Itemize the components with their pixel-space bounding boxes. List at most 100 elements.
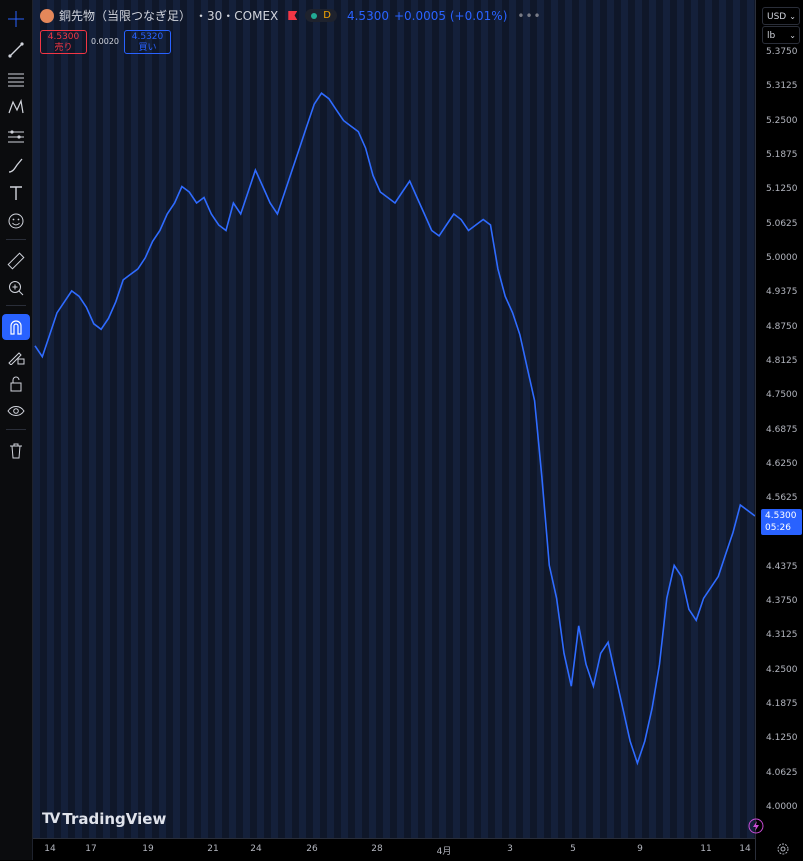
- zoom-in-icon[interactable]: [0, 275, 32, 301]
- session-band: [607, 0, 614, 838]
- price-tick-label: 4.6250: [766, 458, 798, 469]
- lock-icon[interactable]: [0, 371, 32, 397]
- session-band: [355, 0, 362, 838]
- time-tick-label: 26: [306, 844, 318, 854]
- interval-exchange: ・30・COMEX: [195, 9, 279, 23]
- settings-gear-icon[interactable]: [776, 842, 790, 856]
- time-axis[interactable]: [33, 838, 755, 861]
- lock-drawing-icon[interactable]: [0, 343, 32, 369]
- forecast-icon[interactable]: [0, 123, 32, 149]
- market-status-badge[interactable]: D: [305, 9, 337, 22]
- more-icon[interactable]: •••: [517, 8, 542, 23]
- eye-icon[interactable]: [0, 398, 32, 424]
- unit-value: lb: [767, 31, 776, 41]
- session-band: [635, 0, 642, 838]
- tradingview-wordmark: TradingView: [62, 810, 167, 828]
- time-tick-label: 24: [250, 844, 262, 854]
- session-band: [103, 0, 110, 838]
- emoji-icon[interactable]: [0, 208, 32, 234]
- crosshair-icon[interactable]: [0, 6, 32, 32]
- unit-select[interactable]: lb ⌄: [762, 26, 800, 44]
- price-tick-label: 5.3750: [766, 47, 798, 57]
- buy-price: 4.5320: [131, 32, 164, 42]
- price-tick-label: 4.6875: [766, 424, 798, 435]
- session-band: [61, 0, 68, 838]
- session-band: [341, 0, 348, 838]
- session-band: [33, 0, 40, 838]
- price-tick-label: 4.1250: [766, 733, 798, 744]
- session-band: [495, 0, 502, 838]
- session-band: [187, 0, 194, 838]
- status-dot-icon: [311, 12, 318, 19]
- time-tick-label: 17: [85, 844, 97, 854]
- session-band: [453, 0, 460, 838]
- text-icon[interactable]: [0, 180, 32, 206]
- sell-button[interactable]: 4.5300 売り: [40, 30, 87, 54]
- session-band: [691, 0, 698, 838]
- session-band: [467, 0, 474, 838]
- price-tick-label: 5.3125: [766, 81, 798, 92]
- last-price-value: 4.5300: [765, 511, 797, 521]
- session-band: [89, 0, 96, 838]
- chevron-down-icon: ⌄: [789, 31, 796, 40]
- symbol-header[interactable]: 銅先物（当限つなぎ足） ・30・COMEX D 4.5300 +0.0005 (…: [40, 7, 542, 24]
- timeframe-badge: D: [323, 10, 331, 21]
- currency-select[interactable]: USD ⌄: [762, 7, 800, 25]
- session-band: [145, 0, 152, 838]
- chart-pane[interactable]: [33, 0, 755, 838]
- session-band: [719, 0, 726, 838]
- session-band: [299, 0, 306, 838]
- magnet-icon[interactable]: [2, 314, 30, 340]
- last-price-label: 4.5300 05:26: [761, 509, 802, 535]
- price-tick-label: 4.0000: [766, 802, 798, 812]
- session-band: [257, 0, 264, 838]
- session-band: [47, 0, 54, 838]
- session-band: [159, 0, 166, 838]
- price-chart[interactable]: [33, 0, 755, 838]
- trash-icon[interactable]: [0, 438, 32, 464]
- session-band: [593, 0, 600, 838]
- price-tick-label: 4.0625: [766, 767, 798, 778]
- price-tick-label: 4.8750: [766, 321, 798, 332]
- price-tick-label: 5.1250: [766, 184, 798, 195]
- session-band: [537, 0, 544, 838]
- price-tick-label: 4.4375: [766, 561, 798, 572]
- sell-label: 売り: [54, 43, 73, 53]
- sell-price: 4.5300: [47, 32, 80, 42]
- price-tick-label: 4.8125: [766, 355, 798, 366]
- price-tick-label: 5.0000: [766, 252, 798, 263]
- session-band: [551, 0, 558, 838]
- session-band: [439, 0, 446, 838]
- lightning-icon[interactable]: [748, 818, 764, 834]
- chevron-down-icon: ⌄: [789, 12, 796, 21]
- bar-countdown: 05:26: [765, 523, 791, 533]
- price-axis[interactable]: [755, 0, 803, 860]
- session-band: [705, 0, 712, 838]
- session-band: [397, 0, 404, 838]
- time-tick-label: 14: [739, 844, 751, 854]
- session-band: [523, 0, 530, 838]
- price-line[interactable]: [34, 92, 755, 766]
- time-tick-label: 14: [44, 844, 56, 854]
- flag-icon[interactable]: [288, 11, 298, 20]
- symbol-name[interactable]: 銅先物（当限つなぎ足）: [59, 9, 192, 23]
- header-last-price: 4.5300: [346, 8, 389, 23]
- fib-icon[interactable]: [0, 66, 32, 92]
- session-band: [131, 0, 138, 838]
- brush-icon[interactable]: [0, 152, 32, 178]
- time-tick-label: 21: [207, 844, 219, 854]
- drawing-toolbar: [0, 0, 33, 860]
- price-tick-label: 4.2500: [766, 664, 798, 675]
- session-band: [313, 0, 320, 838]
- buy-button[interactable]: 4.5320 買い: [124, 30, 171, 54]
- session-band: [481, 0, 488, 838]
- price-tick-label: 4.1875: [766, 699, 798, 710]
- copper-symbol-icon: [40, 8, 54, 23]
- session-band: [411, 0, 418, 838]
- session-band: [677, 0, 684, 838]
- ruler-icon[interactable]: [0, 248, 32, 274]
- session-band: [733, 0, 740, 838]
- session-band: [509, 0, 516, 838]
- trend-line-icon[interactable]: [0, 37, 32, 63]
- pattern-icon[interactable]: [0, 94, 32, 120]
